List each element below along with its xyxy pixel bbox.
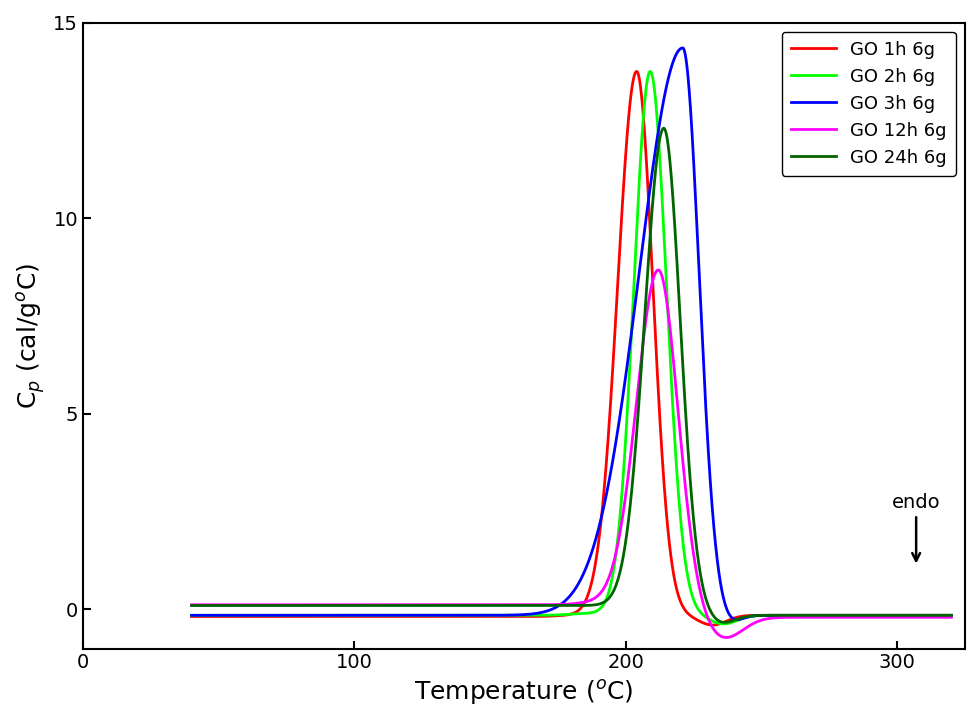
GO 3h 6g (753, 611, 764, 619)
GO 24h 6g (658, 124, 669, 133)
GO 24h 6g (719, 618, 731, 627)
GO 3h 6g (680, 54, 692, 63)
Text: endo: endo (892, 492, 941, 561)
GO 3h 6g (185, 611, 197, 619)
GO 12h 6g (476, 601, 488, 609)
GO 12h 6g (680, 487, 692, 496)
GO 3h 6g (946, 611, 957, 619)
GO 1h 6g (707, 621, 718, 630)
GO 12h 6g (641, 306, 653, 315)
GO 1h 6g (185, 612, 197, 621)
Line: GO 12h 6g: GO 12h 6g (191, 270, 952, 638)
Y-axis label: C$_p$ (cal/g$^o$C): C$_p$ (cal/g$^o$C) (15, 262, 48, 409)
GO 24h 6g (641, 274, 653, 282)
GO 3h 6g (677, 43, 689, 52)
GO 1h 6g (631, 67, 643, 76)
GO 24h 6g (323, 601, 335, 610)
GO 24h 6g (810, 611, 822, 619)
GO 12h 6g (810, 613, 822, 622)
GO 1h 6g (753, 611, 764, 619)
GO 24h 6g (753, 611, 764, 619)
GO 3h 6g (810, 611, 822, 619)
GO 3h 6g (323, 611, 335, 619)
Line: GO 2h 6g: GO 2h 6g (191, 71, 952, 624)
GO 24h 6g (185, 601, 197, 610)
GO 3h 6g (641, 205, 653, 214)
GO 12h 6g (653, 266, 664, 274)
GO 12h 6g (720, 633, 732, 642)
GO 2h 6g (810, 611, 822, 619)
Line: GO 1h 6g: GO 1h 6g (191, 71, 952, 625)
GO 2h 6g (753, 612, 764, 620)
GO 2h 6g (717, 619, 729, 628)
GO 12h 6g (185, 601, 197, 609)
GO 2h 6g (641, 76, 653, 84)
GO 1h 6g (476, 612, 488, 621)
GO 2h 6g (476, 611, 488, 619)
GO 24h 6g (680, 412, 692, 421)
GO 1h 6g (323, 612, 335, 621)
Line: GO 24h 6g: GO 24h 6g (191, 129, 952, 622)
GO 2h 6g (323, 611, 335, 619)
GO 2h 6g (680, 561, 692, 570)
GO 1h 6g (642, 175, 654, 183)
GO 12h 6g (753, 617, 764, 625)
GO 24h 6g (946, 611, 957, 619)
GO 24h 6g (476, 601, 488, 610)
GO 1h 6g (680, 606, 692, 615)
GO 2h 6g (185, 611, 197, 619)
GO 3h 6g (731, 615, 743, 624)
GO 1h 6g (946, 611, 957, 619)
X-axis label: Temperature ($^o$C): Temperature ($^o$C) (415, 678, 634, 707)
GO 12h 6g (323, 601, 335, 609)
Line: GO 3h 6g: GO 3h 6g (191, 48, 952, 619)
GO 3h 6g (476, 611, 488, 619)
Legend: GO 1h 6g, GO 2h 6g, GO 3h 6g, GO 12h 6g, GO 24h 6g: GO 1h 6g, GO 2h 6g, GO 3h 6g, GO 12h 6g,… (782, 32, 956, 175)
GO 1h 6g (810, 611, 822, 619)
GO 2h 6g (644, 67, 656, 76)
GO 2h 6g (946, 611, 957, 619)
GO 12h 6g (946, 613, 957, 622)
